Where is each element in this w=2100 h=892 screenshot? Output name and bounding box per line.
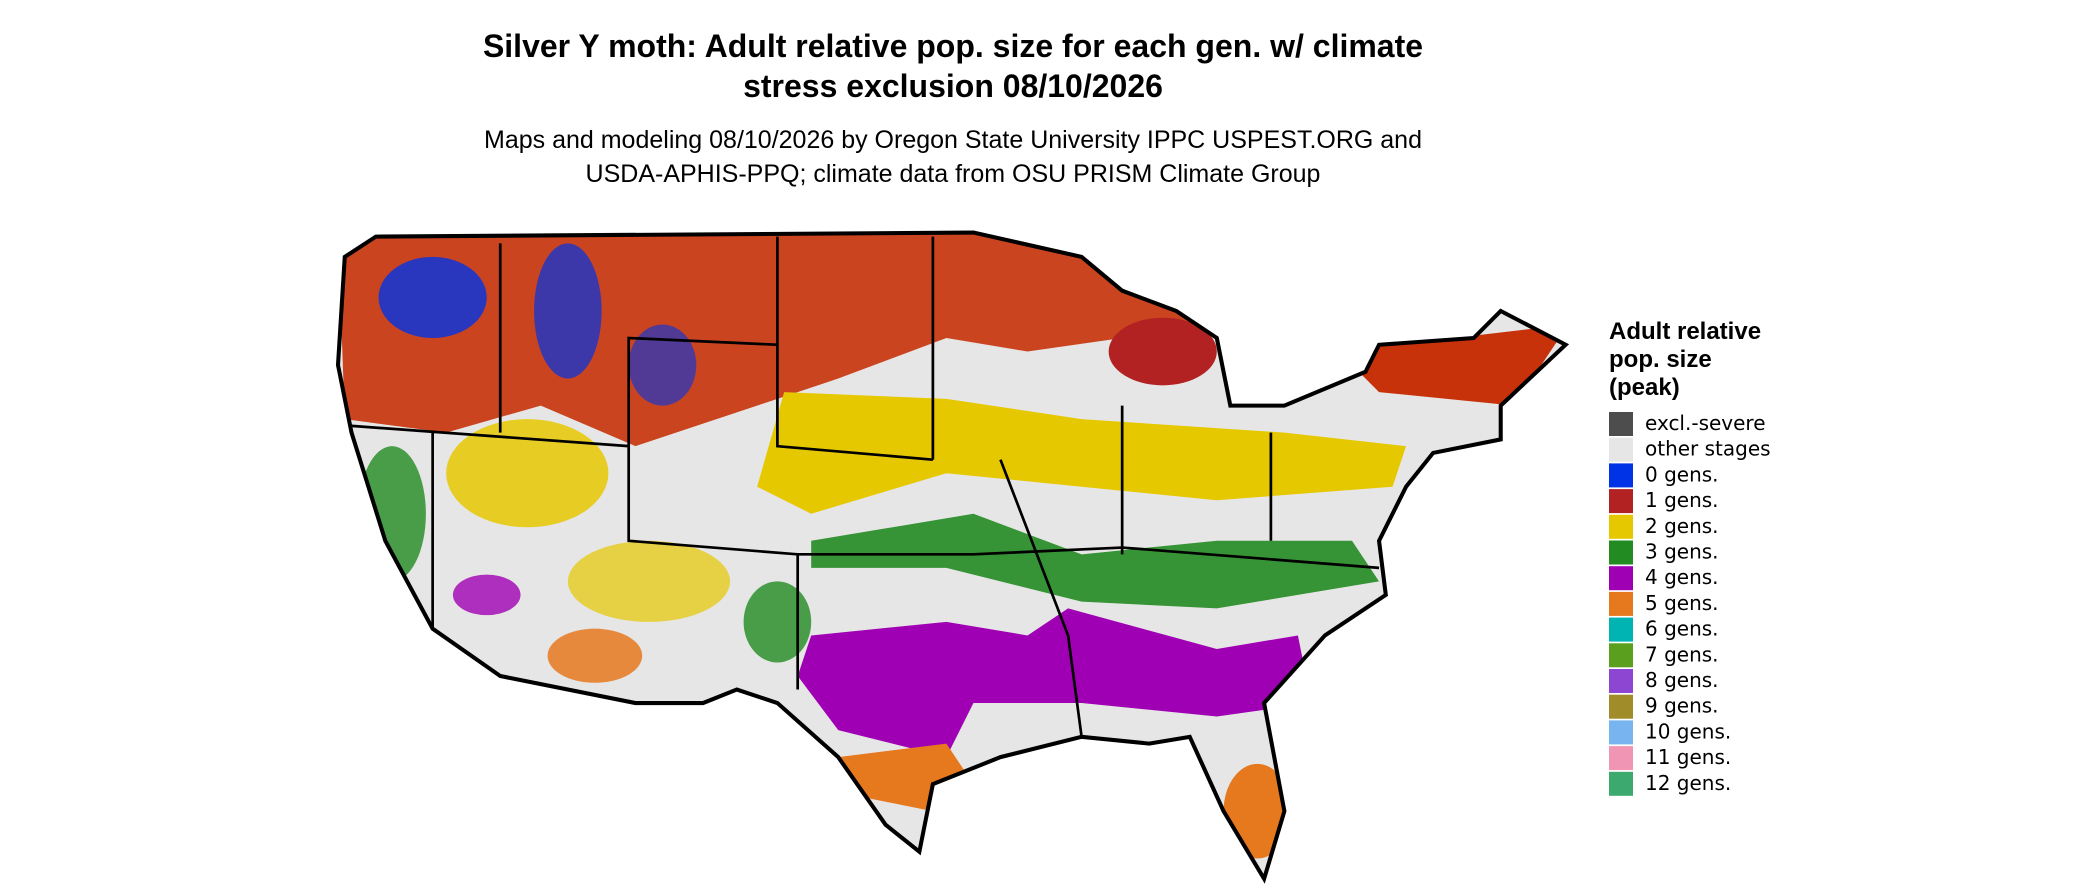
legend-label: 3 gens. (1645, 540, 1719, 564)
legend-swatch (1609, 412, 1633, 436)
title-line: stress exclusion 08/10/2026 (743, 68, 1163, 104)
legend-swatch (1609, 566, 1633, 591)
legend-swatch (1609, 591, 1633, 616)
legend-title: Adult relative (1609, 318, 1761, 345)
legend-swatch (1609, 514, 1633, 539)
legend-label: 8 gens. (1645, 668, 1719, 692)
legend-label: 0 gens. (1645, 462, 1719, 486)
legend-label: 5 gens. (1645, 591, 1719, 615)
legend-swatch (1609, 771, 1633, 796)
legend-swatch (1609, 720, 1633, 745)
legend-label: 1 gens. (1645, 488, 1719, 512)
legend-label: 9 gens. (1645, 694, 1719, 718)
legend-title: (peak) (1609, 374, 1680, 401)
legend-swatch (1609, 694, 1633, 719)
legend-label: 11 gens. (1645, 745, 1731, 769)
legend-label: excl.-severe (1645, 411, 1766, 435)
legend-label: 4 gens. (1645, 565, 1719, 589)
legend-label: 2 gens. (1645, 514, 1719, 538)
title-line: Silver Y moth: Adult relative pop. size … (483, 28, 1423, 64)
subtitle-line: USDA-APHIS-PPQ; climate data from OSU PR… (586, 160, 1321, 188)
legend-label: 7 gens. (1645, 642, 1719, 666)
legend-swatch (1609, 669, 1633, 693)
state-lines (351, 236, 1380, 738)
legend-swatch (1609, 643, 1633, 668)
legend-swatch (1609, 463, 1633, 488)
legend-swatch (1609, 617, 1633, 642)
legend-label: 6 gens. (1645, 617, 1719, 641)
legend-swatch (1609, 746, 1633, 771)
legend-label: other stages (1645, 437, 1771, 461)
subtitle-line: Maps and modeling 08/10/2026 by Oregon S… (484, 126, 1422, 154)
us-map (338, 230, 1568, 879)
legend-swatch (1609, 489, 1633, 514)
legend-label: 12 gens. (1645, 771, 1731, 795)
legend-swatch (1609, 437, 1633, 462)
legend-swatch (1609, 540, 1633, 565)
legend-title: pop. size (1609, 346, 1712, 373)
legend-label: 10 gens. (1645, 719, 1731, 743)
